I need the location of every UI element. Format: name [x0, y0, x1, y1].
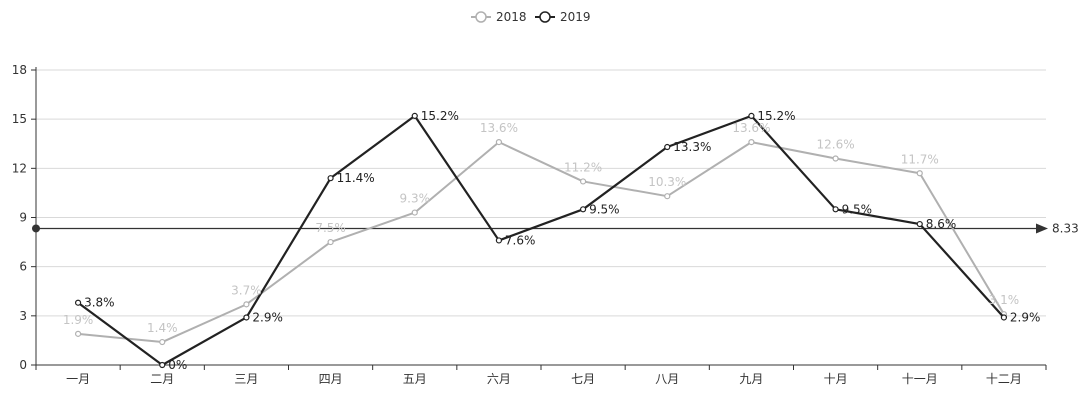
data-point-2019: [579, 206, 587, 213]
x-tick-label: 六月: [487, 372, 511, 386]
series-line-2018: [77, 141, 1005, 344]
data-label-2018: 12.6%: [817, 138, 855, 152]
data-point-2018: [159, 338, 166, 346]
data-point-2018: [748, 139, 755, 146]
data-point-2018: [664, 193, 671, 200]
y-tick-label: 12: [12, 161, 27, 175]
data-point-2019: [327, 175, 334, 182]
data-point-2018: [327, 238, 334, 246]
y-tick-label: 18: [12, 63, 27, 77]
series-2018: [74, 139, 1008, 346]
data-point-2019: [916, 220, 923, 228]
average-line: 8.33: [32, 221, 1079, 235]
y-tick-label: 9: [19, 211, 27, 225]
series-line-2019: [77, 114, 1005, 367]
series-lines: [74, 112, 1008, 369]
x-tick-label: 三月: [234, 372, 258, 386]
y-tick-label: 15: [12, 112, 27, 126]
data-point-2018: [74, 330, 82, 337]
series-2019: [74, 112, 1008, 369]
data-label-2018: 11.7%: [901, 152, 939, 166]
average-line-label: 8.33: [1052, 221, 1079, 235]
data-label-2019: 11.4%: [337, 171, 375, 185]
data-label-2019: 2.9%: [252, 310, 283, 324]
x-tick-label: 十月: [824, 372, 848, 386]
data-point-2019: [243, 314, 250, 321]
data-label-2019: 2.9%: [1010, 310, 1041, 324]
data-label-2019: 3.8%: [84, 296, 115, 310]
data-label-2018: 7.5%: [315, 221, 346, 235]
data-label-2019: 15.2%: [757, 109, 795, 123]
data-point-2018: [495, 139, 503, 146]
legend-item-2018[interactable]: 2018: [471, 10, 527, 24]
data-label-2018: 10.3%: [648, 175, 686, 189]
data-label-2018: 13.6%: [480, 121, 518, 135]
data-label-2018: 1.4%: [147, 321, 178, 335]
data-labels: 1.9% 1.4% 3.7% 7.5% 9.3% 13.6% 11.2% 10.3% 13.6%…: [63, 109, 1041, 372]
data-label-2019: 9.5%: [589, 202, 620, 216]
data-label-2019: 8.6%: [926, 217, 957, 231]
data-point-2019: [832, 206, 839, 213]
data-point-2019: [664, 143, 671, 151]
data-label-2018: 13.6%: [732, 121, 770, 135]
data-point-2019: [748, 112, 755, 119]
x-tick-label: 九月: [739, 372, 763, 386]
legend-item-2019[interactable]: 2019: [535, 10, 591, 24]
x-tick-label: 一月: [66, 372, 90, 386]
y-tick-label: 6: [19, 260, 27, 274]
legend-marker-icon: [539, 11, 551, 23]
x-tick-label: 八月: [655, 372, 679, 386]
x-tick-label: 十二月: [986, 372, 1022, 386]
x-tick-label: 七月: [571, 372, 595, 386]
data-label-2018: 9.3%: [400, 192, 431, 206]
data-label-2019: 13.3%: [673, 140, 711, 154]
x-tick-label: 五月: [403, 372, 427, 386]
data-label-2018: 1.9%: [63, 313, 94, 327]
data-point-2018: [243, 301, 250, 308]
data-point-2019: [495, 237, 503, 244]
y-tick-label: 3: [19, 309, 27, 323]
data-label-2018: 3.1%: [989, 293, 1020, 307]
y-axis: 0 3 6 9 12 15 18: [12, 63, 37, 372]
x-tick-label: 四月: [319, 372, 343, 386]
average-line-arrow: [1036, 223, 1048, 234]
data-point-2018: [411, 209, 418, 216]
data-point-2019: [74, 299, 82, 306]
data-point-2018: [916, 170, 923, 177]
data-label-2019: 0%: [168, 358, 187, 372]
x-axis: 一月 二月 三月 四月 五月 六月 七月 八月 九月 十月 十一月 十二月: [35, 364, 1047, 386]
data-label-2018: 11.2%: [564, 160, 602, 174]
data-label-2018: 3.7%: [231, 283, 262, 297]
data-label-2019: 9.5%: [842, 202, 873, 216]
legend-label: 2019: [560, 10, 591, 24]
grid-lines: [36, 69, 1046, 317]
x-tick-label: 二月: [150, 372, 174, 386]
legend-marker-icon: [475, 11, 487, 23]
data-point-2018: [579, 178, 587, 185]
data-label-2019: 15.2%: [421, 109, 459, 123]
data-point-2019: [411, 112, 418, 119]
y-tick-label: 0: [19, 358, 27, 372]
data-point-2019: [1000, 314, 1008, 321]
data-point-2019: [159, 361, 166, 369]
chart-legend[interactable]: 2018 2019: [471, 10, 591, 24]
data-label-2019: 7.6%: [505, 233, 535, 247]
data-point-2018: [832, 155, 839, 162]
x-tick-label: 十一月: [902, 372, 938, 386]
legend-label: 2018: [496, 10, 527, 24]
